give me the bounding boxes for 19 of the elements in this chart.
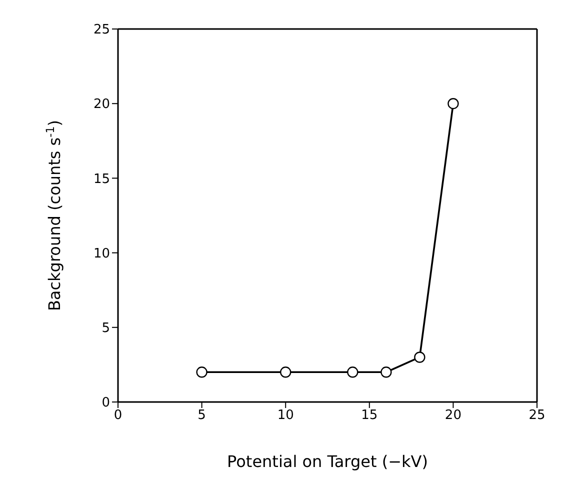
y-tick-label: 15 [93, 172, 110, 187]
y-tick-label: 10 [93, 246, 110, 262]
point [414, 352, 426, 363]
point [280, 366, 292, 378]
point [448, 98, 459, 110]
y-tick-label: 25 [93, 22, 110, 38]
x-tick-label: 10 [277, 408, 294, 424]
y-tick-label: 5 [102, 321, 110, 336]
point [380, 366, 392, 378]
x-tick-label: 25 [528, 408, 546, 424]
point [347, 366, 358, 378]
x-tick-label: 15 [361, 408, 378, 424]
x-axis-title: Potential on Target (−kV) [227, 452, 428, 471]
y-tick-label: 20 [93, 97, 110, 112]
x-tick-label: 0 [114, 408, 122, 424]
x-tick-label: 20 [444, 408, 462, 424]
point [196, 366, 208, 378]
x-tick-label: 5 [198, 408, 206, 424]
y-tick-label: 0 [102, 396, 110, 411]
